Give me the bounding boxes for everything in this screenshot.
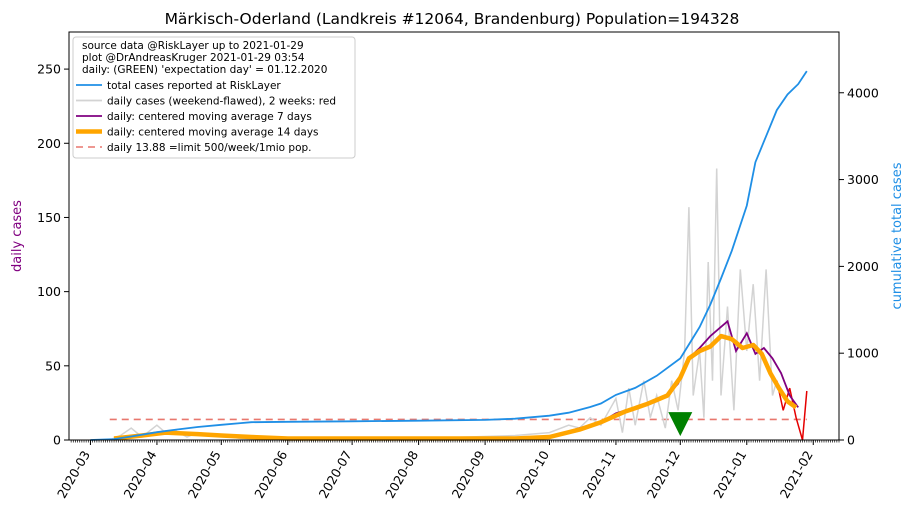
legend-label-daily-centered-moving-average-14-days: daily: centered moving average 14 days (107, 127, 319, 139)
x-tick-label: 2020-09 (449, 448, 488, 501)
x-tick-label: 2021-02 (777, 448, 816, 501)
y-tick-label-right: 2000 (847, 259, 879, 274)
legend-label-daily-cases-weekend-flawed-2-weeks-red: daily cases (weekend-flawed), 2 weeks: r… (107, 96, 336, 108)
y-tick-label-right: 0 (847, 433, 855, 448)
legend-header-line: plot @DrAndreasKruger 2021-01-29 03:54 (82, 52, 305, 64)
plot-area (90, 70, 808, 441)
expectation-day-marker (668, 412, 693, 437)
x-tick-label: 2020-10 (513, 448, 552, 501)
legend-header-line: daily: (GREEN) 'expectation day' = 01.12… (82, 64, 327, 76)
legend-label-daily-13-88-limit-500-week-1mio-pop: daily 13.88 =limit 500/week/1mio pop. (107, 142, 312, 154)
moving-average-14-line (113, 333, 798, 441)
legend-header-line: source data @RiskLayer up to 2021-01-29 (82, 40, 304, 52)
x-tick-label: 2020-08 (382, 448, 421, 501)
legend-label-daily-centered-moving-average-7-days: daily: centered moving average 7 days (107, 111, 312, 123)
y-axis-label-left: daily cases (10, 200, 25, 272)
legend: source data @RiskLayer up to 2021-01-29p… (72, 36, 356, 159)
x-tick-label: 2020-06 (251, 448, 290, 501)
x-tick-label: 2020-07 (316, 448, 355, 501)
legend-label-total-cases-reported-at-risklayer: total cases reported at RiskLayer (107, 80, 281, 92)
y-axis-label-right: cumulative total cases (890, 162, 905, 309)
y-tick-label-right: 3000 (847, 172, 879, 187)
y-tick-label-right: 1000 (847, 346, 879, 361)
x-tick-label: 2020-05 (185, 448, 224, 501)
legend-box (72, 36, 356, 159)
chart-title: Märkisch-Oderland (Landkreis #12064, Bra… (165, 10, 740, 28)
total-cases-line (90, 70, 808, 441)
y-tick-label-left: 100 (37, 284, 61, 299)
x-tick-label: 2020-11 (579, 448, 618, 501)
daily-cases-line (109, 168, 778, 441)
y-tick-label-left: 50 (45, 358, 61, 373)
y-tick-label-right: 4000 (847, 85, 879, 100)
y-tick-label-left: 250 (37, 62, 61, 77)
x-tick-label: 2021-01 (710, 448, 749, 501)
x-tick-label: 2020-04 (120, 448, 159, 501)
x-tick-label: 2020-03 (54, 448, 93, 501)
y-tick-label-left: 200 (37, 136, 61, 151)
plot-frame (68, 31, 840, 441)
y-tick-label-left: 0 (53, 433, 61, 448)
x-tick-label: 2020-12 (644, 448, 683, 501)
y-tick-label-left: 150 (37, 210, 61, 225)
